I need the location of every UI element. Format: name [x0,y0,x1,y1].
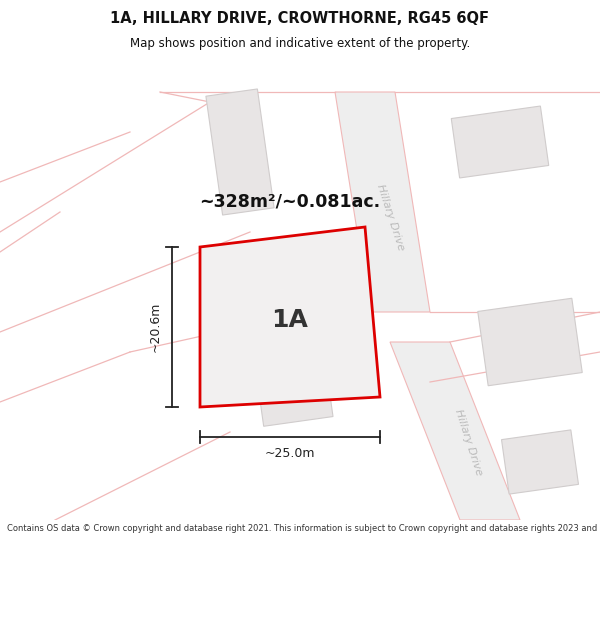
Polygon shape [451,106,549,178]
Text: Contains OS data © Crown copyright and database right 2021. This information is : Contains OS data © Crown copyright and d… [7,524,600,533]
Polygon shape [200,227,380,407]
Polygon shape [502,430,578,494]
Text: ~20.6m: ~20.6m [149,302,162,352]
Polygon shape [335,92,430,312]
Text: Hillary Drive: Hillary Drive [374,182,406,251]
Polygon shape [206,89,274,215]
Polygon shape [247,298,333,426]
Text: Hillary Drive: Hillary Drive [452,408,484,476]
Text: 1A, HILLARY DRIVE, CROWTHORNE, RG45 6QF: 1A, HILLARY DRIVE, CROWTHORNE, RG45 6QF [110,11,490,26]
Text: ~25.0m: ~25.0m [265,447,315,460]
Polygon shape [478,298,582,386]
Text: ~328m²/~0.081ac.: ~328m²/~0.081ac. [199,192,380,210]
Text: 1A: 1A [272,308,308,332]
Text: Map shows position and indicative extent of the property.: Map shows position and indicative extent… [130,38,470,51]
Polygon shape [390,342,520,520]
Polygon shape [225,250,362,392]
